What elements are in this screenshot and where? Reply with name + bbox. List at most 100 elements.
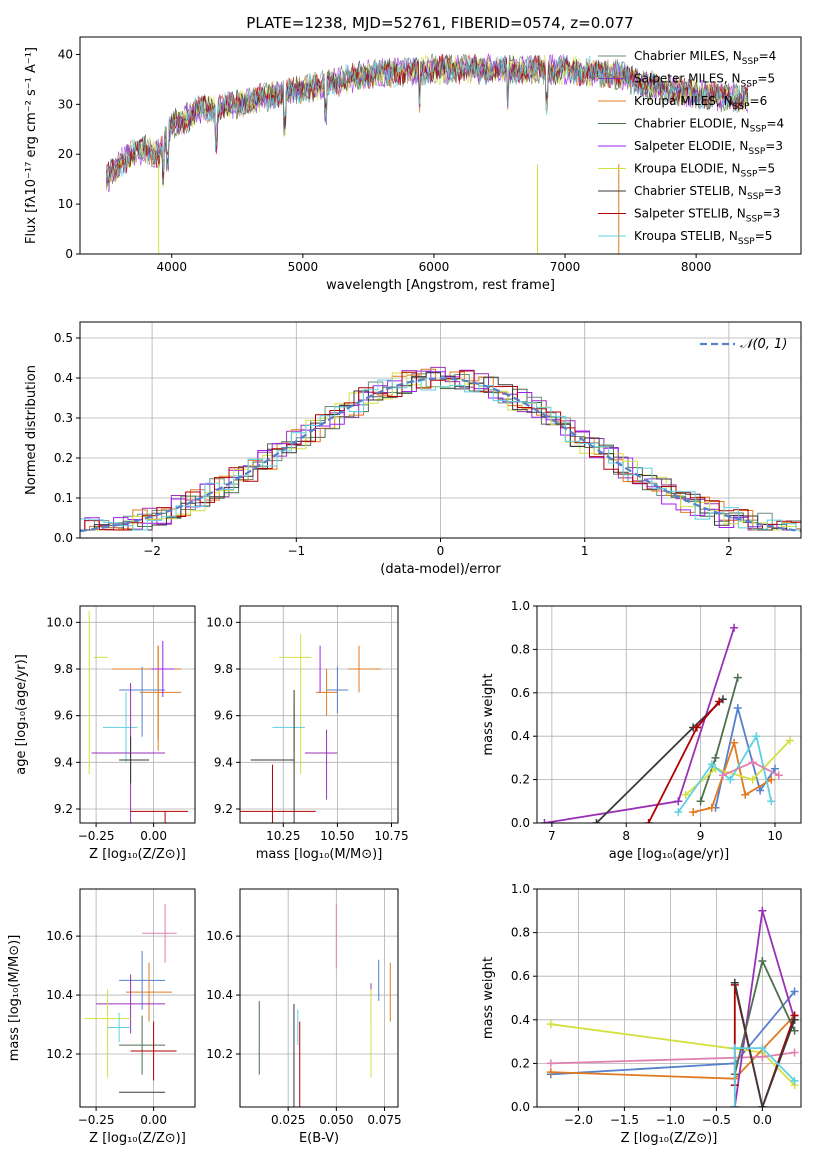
legend-entry: Chabrier STELIB, NSSP=3 bbox=[634, 184, 782, 202]
weight-marker bbox=[748, 775, 757, 784]
y-tick-label: 0.4 bbox=[54, 371, 73, 385]
x-axis-label: Z [log₁₀(Z/Z⊙)] bbox=[89, 1131, 186, 1146]
x-tick-label: 0.025 bbox=[271, 1113, 305, 1127]
y-tick-label: 0.6 bbox=[511, 686, 530, 700]
legend-label: Kroupa ELODIE, N bbox=[634, 162, 741, 176]
weight-marker bbox=[692, 723, 701, 732]
spectrum-panel: 4000 5000 6000 7000 8000 0 10 20 30 40 wavelength … bbox=[24, 36, 802, 293]
legend-label: Chabrier MILES, N bbox=[634, 49, 742, 63]
x-axis-label: Z [log₁₀(Z/Z⊙)] bbox=[621, 1131, 718, 1146]
axes-frame bbox=[239, 888, 399, 1108]
weight-marker bbox=[689, 808, 698, 817]
x-tick-label: 10 bbox=[767, 829, 782, 843]
legend-label: Salpeter MILES, N bbox=[634, 72, 741, 86]
legend-entry: Kroupa STELIB, NSSP=5 bbox=[634, 229, 772, 247]
legend-sub: SSP bbox=[747, 192, 764, 202]
y-tick-label: 30 bbox=[58, 97, 73, 111]
x-tick-label: 5000 bbox=[288, 260, 319, 274]
y-axis-label: Flux [fλ10⁻¹⁷ erg cm⁻² s⁻¹ A⁻¹] bbox=[24, 47, 39, 244]
weight-series bbox=[544, 627, 735, 823]
weight-marker bbox=[767, 775, 776, 784]
legend-label: 𝒩(0, 1) bbox=[740, 337, 787, 352]
weight-marker bbox=[758, 1052, 767, 1061]
weight-series bbox=[733, 982, 796, 1107]
x-tick-label: −1.0 bbox=[656, 1113, 685, 1127]
legend-tail: =4 bbox=[766, 117, 784, 131]
z-mass-panel: −0.25 0.00 10.2 10.4 10.6 Z [log₁₀(Z/Z⊙)] mass… bbox=[7, 888, 196, 1146]
plot-area bbox=[105, 53, 749, 254]
x-tick-label: 0.075 bbox=[367, 1113, 401, 1127]
legend-sub: SSP bbox=[746, 215, 763, 225]
y-tick-label: 0.8 bbox=[511, 926, 530, 940]
gaussian-curve bbox=[80, 377, 801, 533]
y-tick-label: 9.4 bbox=[54, 755, 73, 769]
x-axis-label: Z [log₁₀(Z/Z⊙)] bbox=[89, 847, 186, 862]
y-tick-label: 0.1 bbox=[54, 491, 73, 505]
weight-marker bbox=[707, 760, 716, 769]
y-tick-label: 9.8 bbox=[54, 662, 73, 676]
weight-marker bbox=[790, 987, 799, 996]
weight-marker bbox=[785, 736, 794, 745]
axes-frame bbox=[79, 605, 196, 824]
legend-entry: Salpeter STELIB, NSSP=3 bbox=[634, 207, 780, 225]
histogram-series bbox=[80, 369, 801, 531]
legend-sub: SSP bbox=[741, 170, 758, 180]
legend-entry: Chabrier ELODIE, NSSP=4 bbox=[634, 117, 784, 135]
y-tick-label: 10.4 bbox=[46, 988, 73, 1002]
axes-frame bbox=[536, 888, 802, 1108]
x-tick-label: 6000 bbox=[419, 260, 450, 274]
legend-tail: =5 bbox=[757, 162, 775, 176]
weight-marker bbox=[707, 803, 716, 812]
legend-tail: =4 bbox=[759, 49, 777, 63]
axes-frame bbox=[79, 888, 196, 1108]
legend-tail: =5 bbox=[755, 229, 773, 243]
x-tick-label: 7 bbox=[548, 829, 556, 843]
y-axis-label: mass weight bbox=[481, 957, 496, 1039]
y-tick-label: 10.0 bbox=[206, 615, 233, 629]
plot-area bbox=[240, 634, 381, 823]
x-tick-label: −0.25 bbox=[78, 1113, 115, 1127]
legend-entry: Salpeter MILES, NSSP=5 bbox=[634, 72, 775, 90]
y-tick-label: 1.0 bbox=[511, 882, 530, 896]
y-tick-label: 0.6 bbox=[511, 969, 530, 983]
weight-marker bbox=[546, 1059, 555, 1068]
legend-sub: SSP bbox=[750, 125, 767, 135]
legend-tail: =3 bbox=[763, 207, 781, 221]
weight-marker bbox=[758, 1044, 767, 1053]
weight-marker bbox=[756, 786, 765, 795]
x-axis-label: E(B-V) bbox=[299, 1131, 339, 1146]
weight-marker bbox=[715, 697, 724, 706]
legend-entry: Salpeter ELODIE, NSSP=3 bbox=[634, 139, 783, 157]
y-tick-label: 10.4 bbox=[206, 988, 233, 1002]
weight-series bbox=[733, 1047, 796, 1107]
y-tick-label: 10.0 bbox=[46, 615, 73, 629]
weight-marker bbox=[767, 797, 776, 806]
y-tick-label: 10.2 bbox=[206, 1047, 233, 1061]
age-weight-panel: 7 8 9 10 0.0 0.2 0.4 0.6 0.8 1.0 age [log₁₀(age/yr… bbox=[481, 599, 802, 862]
legend-sub: SSP bbox=[741, 80, 758, 90]
plot-area bbox=[546, 906, 799, 1107]
y-tick-label: 1.0 bbox=[511, 599, 530, 613]
z-weight-panel: −2.0 −1.5 −1.0 −0.5 0.0 0.0 0.2 0.4 0.6 0.8 1.0 Z [… bbox=[481, 882, 802, 1146]
y-tick-label: 10.2 bbox=[46, 1047, 73, 1061]
plot-area bbox=[80, 366, 801, 533]
x-tick-label: −1 bbox=[287, 544, 305, 558]
y-axis-label: mass weight bbox=[481, 673, 496, 755]
x-tick-label: 9 bbox=[697, 829, 705, 843]
weight-marker bbox=[752, 732, 761, 741]
y-tick-label: 0 bbox=[65, 247, 73, 261]
x-tick-label: 0 bbox=[437, 544, 445, 558]
legend-label: Chabrier ELODIE, N bbox=[634, 117, 750, 131]
residuals-panel: −2 −1 0 1 2 0.0 0.1 0.2 0.3 0.4 0.5 (data-model)/er… bbox=[24, 321, 802, 577]
weight-marker bbox=[774, 771, 783, 780]
weight-marker bbox=[733, 703, 742, 712]
x-tick-label: 0.0 bbox=[753, 1113, 772, 1127]
weight-series bbox=[699, 677, 739, 802]
weight-marker bbox=[733, 673, 742, 682]
y-tick-label: 0.3 bbox=[54, 411, 73, 425]
weight-series bbox=[733, 910, 796, 1107]
spectrum-series bbox=[105, 53, 749, 192]
legend-sub: SSP bbox=[748, 147, 765, 157]
x-tick-label: −1.5 bbox=[610, 1113, 639, 1127]
